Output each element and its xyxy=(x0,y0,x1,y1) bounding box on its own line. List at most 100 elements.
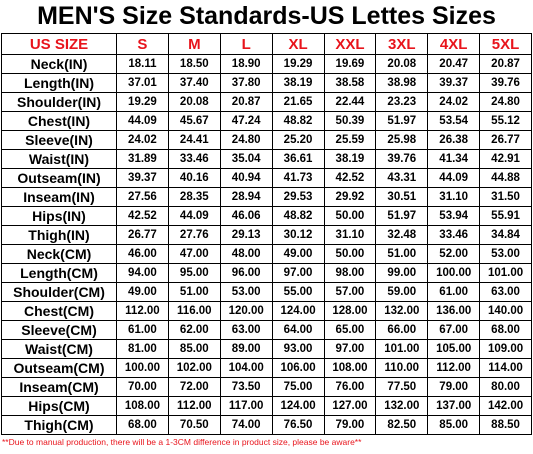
cell: 100.00 xyxy=(116,358,169,378)
cell: 27.56 xyxy=(116,187,169,207)
cell: 24.41 xyxy=(167,130,221,150)
table-row: Hips(IN) 42.52 44.09 46.06 48.82 50.00 51.97 53… xyxy=(1,206,532,226)
cell: 20.08 xyxy=(167,92,221,112)
row-label: Sleeve(CM) xyxy=(1,320,117,340)
cell: 24.80 xyxy=(219,130,273,150)
cell: 39.76 xyxy=(375,149,429,169)
cell: 36.61 xyxy=(271,149,325,169)
cell: 50.00 xyxy=(323,206,377,226)
cell: 18.11 xyxy=(116,54,169,74)
cell: 25.20 xyxy=(271,130,325,150)
cell: 85.00 xyxy=(427,415,481,435)
cell: 50.39 xyxy=(323,111,377,131)
cell: 101.00 xyxy=(479,263,532,283)
cell: 127.00 xyxy=(323,396,377,416)
cell: 116.00 xyxy=(167,301,221,321)
table-row: Hips(CM) 108.00 112.00 117.00 124.00 127.00 13… xyxy=(1,396,532,416)
cell: 79.00 xyxy=(323,415,377,435)
cell: 105.00 xyxy=(427,339,481,359)
cell: 37.40 xyxy=(167,73,221,93)
cell: 44.09 xyxy=(167,206,221,226)
table-row: Thigh(IN) 26.77 27.76 29.13 30.12 31.10 32.48 3… xyxy=(1,225,532,245)
table-row: Thigh(CM) 68.00 70.50 74.00 76.50 79.00 82.50 8… xyxy=(1,415,532,435)
cell: 38.19 xyxy=(271,73,325,93)
cell: 26.38 xyxy=(427,130,481,150)
cell: 53.00 xyxy=(479,244,532,264)
cell: 53.54 xyxy=(427,111,481,131)
cell: 104.00 xyxy=(219,358,273,378)
cell: 51.00 xyxy=(375,244,429,264)
row-label: Waist(CM) xyxy=(1,339,117,359)
cell: 132.00 xyxy=(375,301,429,321)
column-header: S xyxy=(116,33,169,55)
cell: 39.37 xyxy=(116,168,169,188)
cell: 120.00 xyxy=(219,301,273,321)
cell: 38.19 xyxy=(323,149,377,169)
column-header: 4XL xyxy=(427,33,481,55)
cell: 53.00 xyxy=(219,282,273,302)
cell: 102.00 xyxy=(167,358,221,378)
cell: 124.00 xyxy=(271,396,325,416)
cell: 108.00 xyxy=(116,396,169,416)
row-label: Sleeve(IN) xyxy=(1,130,117,150)
cell: 62.00 xyxy=(167,320,221,340)
cell: 61.00 xyxy=(116,320,169,340)
column-header: 5XL xyxy=(479,33,532,55)
cell: 41.73 xyxy=(271,168,325,188)
cell: 47.24 xyxy=(219,111,273,131)
cell: 34.84 xyxy=(479,225,532,245)
cell: 68.00 xyxy=(479,320,532,340)
cell: 44.09 xyxy=(116,111,169,131)
cell: 137.00 xyxy=(427,396,481,416)
cell: 124.00 xyxy=(271,301,325,321)
cell: 29.53 xyxy=(271,187,325,207)
cell: 51.97 xyxy=(375,206,429,226)
table-row: Chest(IN) 44.09 45.67 47.24 48.82 50.39 51.97 5… xyxy=(1,111,532,131)
table-row: Neck(IN) 18.11 18.50 18.90 19.29 19.69 20.08 20… xyxy=(1,54,532,74)
column-header: M xyxy=(167,33,221,55)
cell: 33.46 xyxy=(167,149,221,169)
table-row: Waist(IN) 31.89 33.46 35.04 36.61 38.19 39.76 4… xyxy=(1,149,532,169)
cell: 42.91 xyxy=(479,149,532,169)
cell: 53.94 xyxy=(427,206,481,226)
cell: 136.00 xyxy=(427,301,481,321)
cell: 19.29 xyxy=(116,92,169,112)
cell: 26.77 xyxy=(116,225,169,245)
row-label: Hips(CM) xyxy=(1,396,117,416)
cell: 29.92 xyxy=(323,187,377,207)
cell: 76.50 xyxy=(271,415,325,435)
cell: 19.29 xyxy=(271,54,325,74)
cell: 85.00 xyxy=(167,339,221,359)
header-row: US SIZE S M L XL XXL 3XL 4XL 5XL xyxy=(1,33,532,55)
cell: 75.00 xyxy=(271,377,325,397)
row-label: Shoulder(IN) xyxy=(1,92,117,112)
cell: 98.00 xyxy=(323,263,377,283)
row-label: Length(CM) xyxy=(1,263,117,283)
row-label: Length(IN) xyxy=(1,73,117,93)
column-header: 3XL xyxy=(375,33,429,55)
cell: 26.77 xyxy=(479,130,532,150)
cell: 31.10 xyxy=(427,187,481,207)
cell: 18.90 xyxy=(219,54,273,74)
cell: 31.50 xyxy=(479,187,532,207)
cell: 46.00 xyxy=(116,244,169,264)
cell: 20.47 xyxy=(427,54,481,74)
row-label: Waist(IN) xyxy=(1,149,117,169)
cell: 106.00 xyxy=(271,358,325,378)
cell: 27.76 xyxy=(167,225,221,245)
cell: 29.13 xyxy=(219,225,273,245)
cell: 99.00 xyxy=(375,263,429,283)
cell: 70.50 xyxy=(167,415,221,435)
cell: 31.10 xyxy=(323,225,377,245)
row-label: Neck(IN) xyxy=(1,54,117,74)
row-label: Chest(IN) xyxy=(1,111,117,131)
cell: 55.00 xyxy=(271,282,325,302)
cell: 112.00 xyxy=(116,301,169,321)
cell: 117.00 xyxy=(219,396,273,416)
cell: 66.00 xyxy=(375,320,429,340)
cell: 47.00 xyxy=(167,244,221,264)
cell: 52.00 xyxy=(427,244,481,264)
cell: 97.00 xyxy=(271,263,325,283)
cell: 128.00 xyxy=(323,301,377,321)
